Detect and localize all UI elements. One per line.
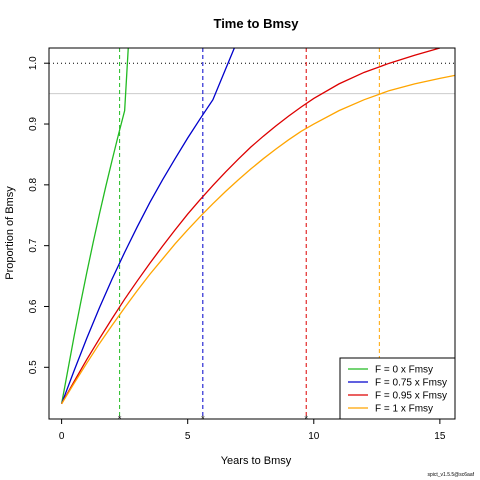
series-line-0 [60, 48, 129, 404]
chart-title: Time to Bmsy [213, 16, 299, 31]
x-tick-label-0: 0 [59, 431, 65, 442]
y-tick-label-2: 0.7 [28, 238, 39, 252]
y-axis-label: Proportion of Bmsy [4, 186, 16, 280]
version-footnote: spict_v1.5.5@sc6aaf [428, 472, 475, 478]
legend-label-3: F = 1 x Fmsy [375, 404, 433, 415]
x-tick-label-1: 5 [185, 431, 191, 442]
x-tick-label-3: 15 [434, 431, 446, 442]
legend-box [339, 357, 456, 420]
y-tick-label-4: 0.9 [28, 117, 39, 131]
y-tick-label-1: 0.6 [28, 299, 39, 313]
legend-label-1: F = 0.75 x Fmsy [375, 378, 447, 389]
y-tick-label-0: 0.5 [28, 360, 39, 374]
x-axis-label: Years to Bmsy [221, 455, 292, 467]
plot-series-group [49, 48, 455, 419]
plot-frame [48, 47, 456, 420]
series-line-2 [61, 48, 441, 405]
x-tick-label-2: 10 [308, 431, 320, 442]
legend-label-2: F = 0.95 x Fmsy [375, 391, 447, 402]
series-line-3 [61, 74, 455, 405]
series-line-1 [61, 48, 236, 405]
y-tick-label-5: 1.0 [28, 56, 39, 70]
y-tick-label-3: 0.8 [28, 177, 39, 191]
legend-label-0: F = 0 x Fmsy [375, 365, 433, 376]
